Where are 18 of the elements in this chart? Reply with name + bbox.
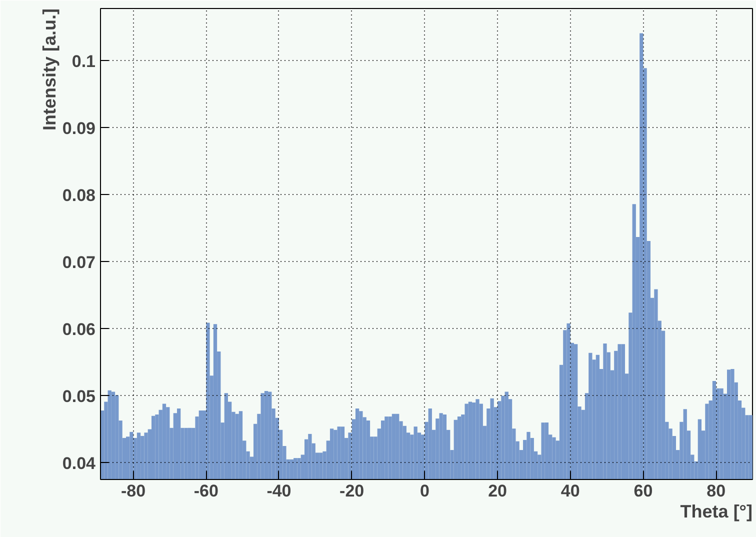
y-axis-title: Intensity [a.u.]	[40, 8, 60, 131]
x-tick-label: -40	[266, 482, 292, 500]
y-tick-label: 0.09	[62, 118, 96, 138]
y-tick-label: 0.08	[62, 186, 96, 205]
x-tick-label: -60	[194, 482, 218, 500]
x-tick-label: 20	[488, 482, 507, 500]
x-axis-title: Theta [°]	[680, 502, 753, 522]
y-tick-label: 0.07	[62, 252, 96, 272]
x-tick-label: -20	[340, 482, 364, 500]
x-tick-label: 40	[560, 482, 580, 500]
y-tick-label: 0.04	[62, 454, 96, 473]
x-tick-label: 60	[634, 482, 653, 500]
y-tick-label: 0.1	[72, 52, 96, 71]
x-tick-label: 80	[706, 482, 726, 500]
x-tick-label: 0	[420, 482, 430, 500]
x-tick-label: -80	[120, 482, 146, 500]
y-tick-label: 0.05	[62, 386, 96, 406]
y-tick-label: 0.06	[62, 320, 96, 339]
